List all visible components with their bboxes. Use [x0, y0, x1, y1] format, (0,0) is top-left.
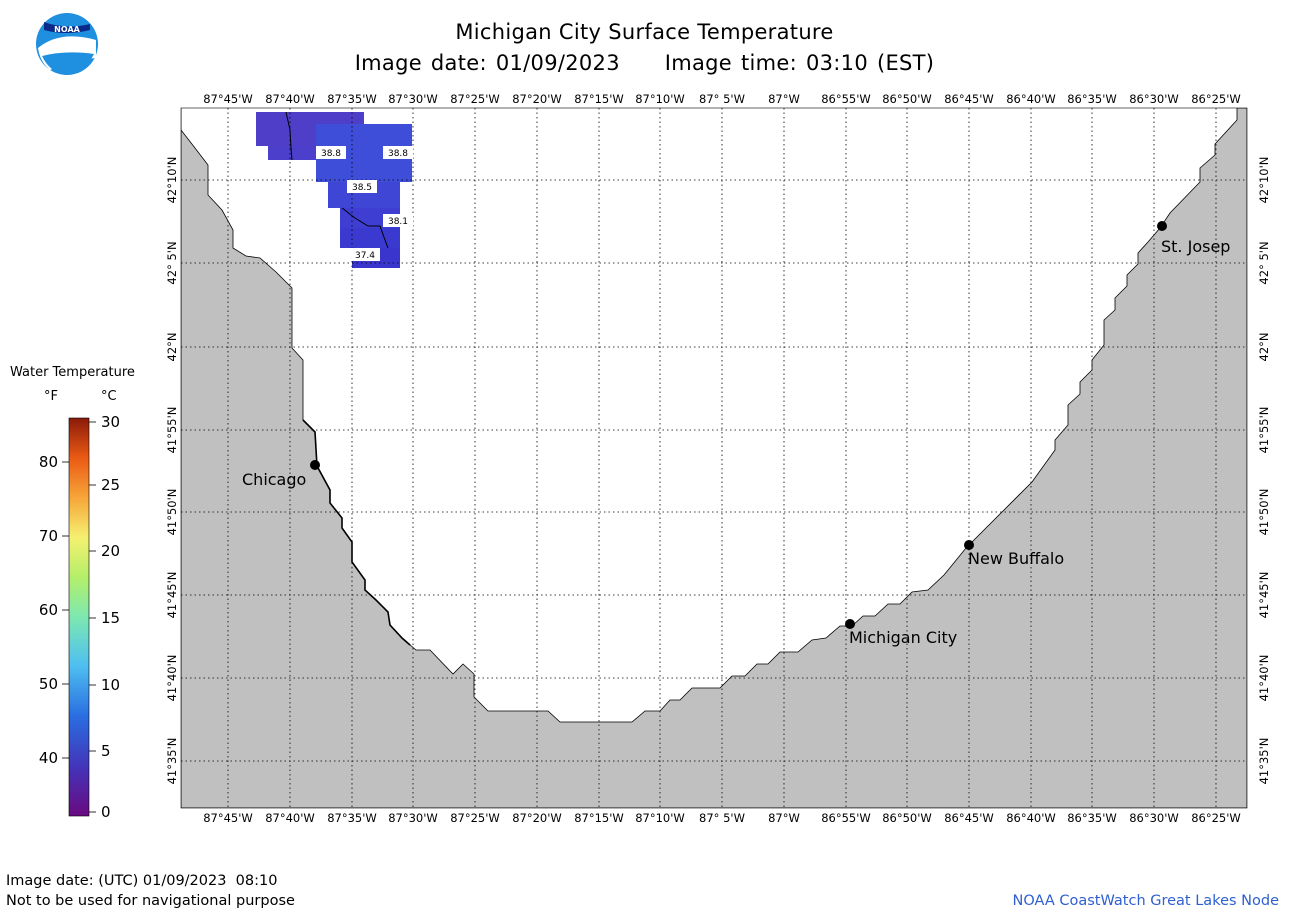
credit-link[interactable]: NOAA CoastWatch Great Lakes Node	[1012, 893, 1279, 909]
utc-date: Image date: (UTC) 01/09/2023 08:10	[6, 873, 278, 889]
city-label-st-joseph: St. Josep	[1161, 237, 1231, 256]
michigan-city-marker	[845, 619, 855, 629]
legend-title: Water Temperature	[10, 365, 135, 380]
city-label-michigan-city: Michigan City	[849, 628, 958, 647]
new-buffalo-marker	[964, 540, 974, 550]
disclaimer: Not to be used for navigational purpose	[6, 893, 295, 909]
noaa-logo: NOAA	[36, 13, 98, 75]
chicago-marker	[310, 460, 320, 470]
image-date-time: Image date: 01/09/2023 Image time: 03:10…	[354, 51, 935, 75]
city-label-new-buffalo: New Buffalo	[968, 549, 1065, 568]
svg-text:NOAA: NOAA	[54, 25, 80, 34]
st-joseph-marker	[1157, 221, 1167, 231]
temp-label: 38.5	[352, 183, 372, 193]
color-bar	[68, 417, 90, 817]
page-title: Michigan City Surface Temperature	[455, 20, 834, 44]
legend-unit-f: °F	[44, 389, 58, 404]
temp-label: 38.8	[321, 149, 341, 159]
temp-label: 38.1	[388, 217, 408, 227]
temp-label: 38.8	[388, 149, 408, 159]
city-label-chicago: Chicago	[242, 470, 307, 489]
temp-label: 37.4	[355, 251, 375, 261]
legend-unit-c: °C	[101, 389, 117, 404]
